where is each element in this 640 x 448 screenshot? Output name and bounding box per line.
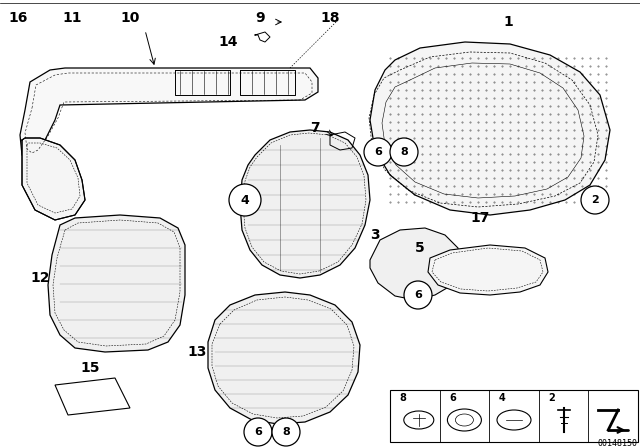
Polygon shape <box>22 138 85 220</box>
Text: 15: 15 <box>80 361 100 375</box>
Bar <box>390 390 638 442</box>
Text: 17: 17 <box>470 211 490 225</box>
Polygon shape <box>55 378 130 415</box>
Text: 2: 2 <box>548 393 555 403</box>
Text: 4: 4 <box>241 194 250 207</box>
Circle shape <box>390 138 418 166</box>
Text: 6: 6 <box>254 427 262 437</box>
Polygon shape <box>240 130 370 278</box>
Text: 00148150: 00148150 <box>597 439 637 448</box>
Text: 14: 14 <box>218 35 237 49</box>
Text: 5: 5 <box>415 241 425 255</box>
Text: 6: 6 <box>374 147 382 157</box>
Text: 7: 7 <box>310 121 320 135</box>
Polygon shape <box>370 228 460 300</box>
Circle shape <box>272 418 300 446</box>
Circle shape <box>244 418 272 446</box>
Text: 6: 6 <box>414 290 422 300</box>
Text: 8: 8 <box>282 427 290 437</box>
Text: 9: 9 <box>255 11 265 25</box>
Ellipse shape <box>456 414 474 426</box>
Ellipse shape <box>404 411 434 429</box>
Text: 10: 10 <box>120 11 140 25</box>
Text: 4: 4 <box>499 393 506 403</box>
Text: 3: 3 <box>370 228 380 242</box>
Polygon shape <box>370 42 610 215</box>
Circle shape <box>404 281 432 309</box>
Circle shape <box>364 138 392 166</box>
Text: 2: 2 <box>591 195 599 205</box>
Circle shape <box>581 186 609 214</box>
Polygon shape <box>48 215 185 352</box>
Text: 11: 11 <box>62 11 82 25</box>
Text: 6: 6 <box>449 393 456 403</box>
Text: 8: 8 <box>399 393 406 403</box>
Text: 18: 18 <box>320 11 340 25</box>
Ellipse shape <box>497 410 531 430</box>
Text: 16: 16 <box>8 11 28 25</box>
Text: 12: 12 <box>30 271 50 285</box>
Polygon shape <box>208 292 360 424</box>
Polygon shape <box>20 68 318 160</box>
Polygon shape <box>428 245 548 295</box>
Text: 1: 1 <box>503 15 513 29</box>
Text: 13: 13 <box>188 345 207 359</box>
Circle shape <box>229 184 261 216</box>
Text: 8: 8 <box>400 147 408 157</box>
Ellipse shape <box>447 409 481 431</box>
